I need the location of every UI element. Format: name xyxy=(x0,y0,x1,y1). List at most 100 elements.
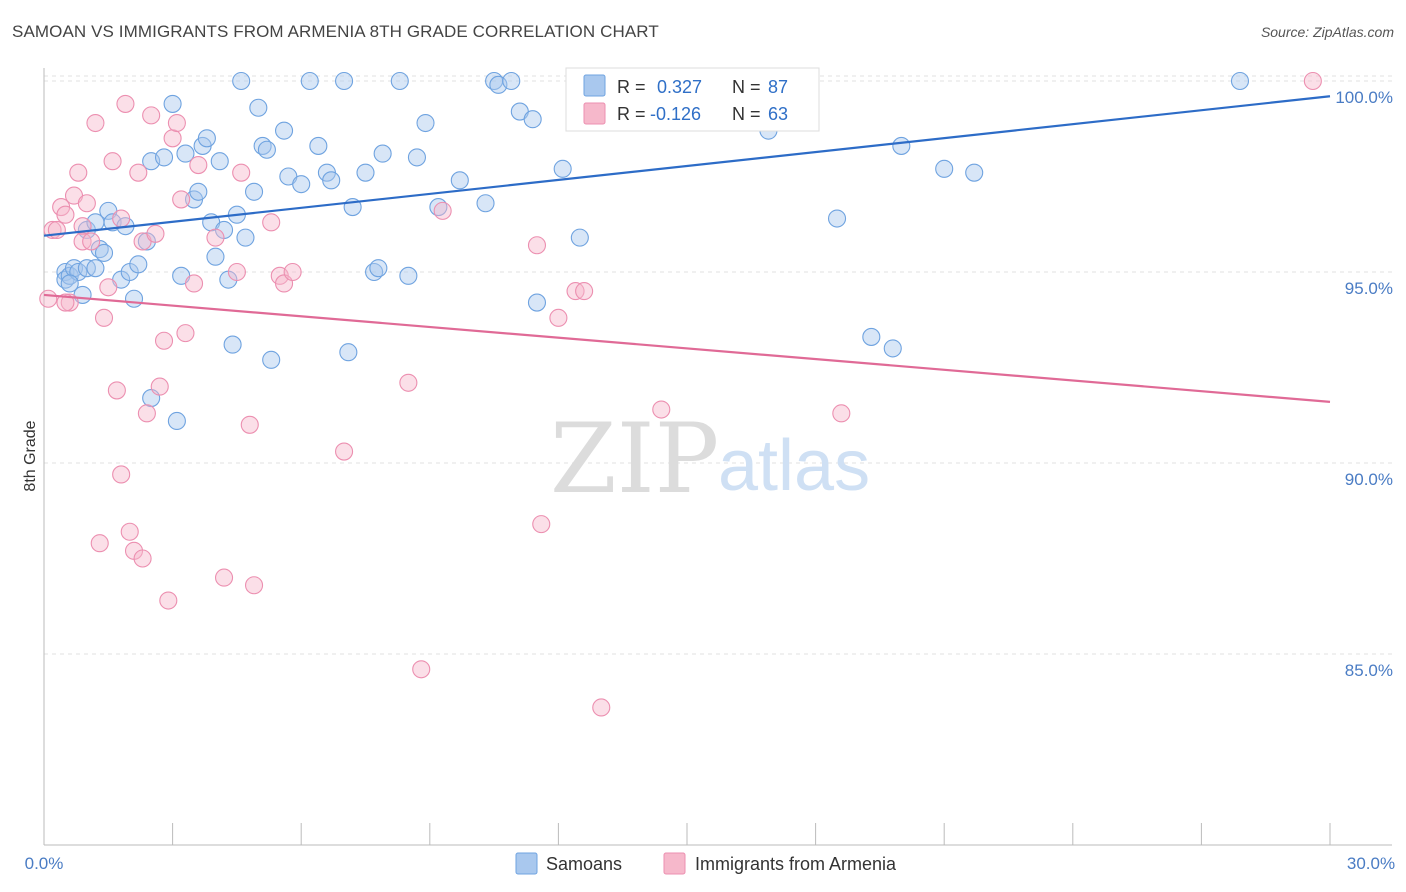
bottom-legend-label-armenia: Immigrants from Armenia xyxy=(695,854,897,874)
y-tick-label: 95.0% xyxy=(1345,279,1393,298)
point-samoans xyxy=(232,71,251,91)
point-armenia xyxy=(227,262,246,282)
legend-box: R = 0.327 N = 87 R = -0.126 N = 63 xyxy=(565,67,820,132)
point-samoans xyxy=(163,94,182,113)
point-samoans xyxy=(244,182,264,201)
point-samoans xyxy=(827,209,847,228)
point-armenia xyxy=(82,232,101,251)
point-samoans xyxy=(476,194,495,213)
watermark-zip: ZIP xyxy=(550,403,719,515)
point-armenia xyxy=(167,113,186,133)
point-armenia xyxy=(99,278,118,297)
point-armenia xyxy=(240,415,259,434)
point-armenia xyxy=(103,152,122,171)
y-tick-label: 90.0% xyxy=(1345,470,1393,489)
point-armenia xyxy=(112,209,131,228)
point-armenia xyxy=(154,331,174,350)
legend-r-label-armenia: R = xyxy=(617,104,646,124)
point-armenia xyxy=(142,106,161,125)
y-tick-labels: 100.0% 95.0% 90.0% 85.0% xyxy=(1335,88,1393,680)
point-samoans xyxy=(257,140,276,159)
point-samoans xyxy=(390,71,409,91)
point-samoans xyxy=(407,148,426,167)
point-samoans xyxy=(935,159,954,178)
point-samoans xyxy=(1230,71,1250,91)
point-armenia xyxy=(189,155,208,175)
legend-r-label-samoans: R = xyxy=(617,77,646,97)
point-armenia xyxy=(56,205,75,224)
point-armenia xyxy=(129,163,148,182)
point-samoans xyxy=(373,144,392,163)
point-armenia xyxy=(232,163,251,182)
point-samoans xyxy=(189,182,208,201)
y-tick-label: 100.0% xyxy=(1335,88,1393,107)
point-samoans xyxy=(275,121,294,140)
point-armenia xyxy=(206,228,225,247)
point-armenia xyxy=(433,201,452,220)
point-armenia xyxy=(1303,71,1322,91)
point-armenia xyxy=(56,293,75,312)
legend-n-label-armenia: N = xyxy=(732,104,761,124)
x-tick-label-max: 30.0% xyxy=(1347,854,1395,873)
point-armenia xyxy=(592,698,611,717)
point-armenia xyxy=(116,94,135,113)
point-armenia xyxy=(652,400,671,419)
point-armenia xyxy=(172,190,191,209)
x-tick-marks xyxy=(43,823,1331,845)
point-armenia xyxy=(163,129,182,148)
point-armenia xyxy=(150,377,169,396)
point-samoans xyxy=(262,350,281,369)
point-armenia xyxy=(77,194,96,213)
chart-title: SAMOAN VS IMMIGRANTS FROM ARMENIA 8TH GR… xyxy=(12,22,659,41)
point-armenia xyxy=(532,515,551,534)
point-armenia xyxy=(575,282,594,301)
point-samoans xyxy=(86,259,105,278)
point-samoans xyxy=(197,129,216,148)
point-armenia xyxy=(527,236,547,255)
point-samoans xyxy=(206,247,225,266)
watermark: ZIP atlas xyxy=(550,403,870,515)
x-tick-label-min: 0.0% xyxy=(25,854,64,873)
bottom-legend: Samoans Immigrants from Armenia xyxy=(515,852,897,875)
point-samoans xyxy=(223,335,242,354)
point-samoans xyxy=(369,259,388,278)
y-axis-label: 8th Grade xyxy=(22,420,39,491)
legend-r-value-samoans: 0.327 xyxy=(657,77,702,97)
point-samoans xyxy=(523,110,542,129)
point-armenia xyxy=(107,381,126,400)
point-armenia xyxy=(112,465,131,484)
legend-swatch-armenia xyxy=(583,102,606,125)
point-samoans xyxy=(450,171,469,190)
point-samoans xyxy=(553,159,572,178)
trend-lines xyxy=(43,95,1331,403)
point-samoans xyxy=(176,144,195,163)
point-samoans xyxy=(94,243,114,262)
point-armenia xyxy=(335,442,354,461)
legend-r-value-armenia: -0.126 xyxy=(650,104,701,124)
point-armenia xyxy=(262,213,281,232)
point-samoans xyxy=(167,411,186,431)
point-samoans xyxy=(322,171,341,190)
watermark-atlas: atlas xyxy=(718,426,870,506)
point-armenia xyxy=(94,308,114,327)
data-points xyxy=(39,71,1322,717)
point-samoans xyxy=(570,228,589,247)
point-samoans xyxy=(154,148,174,167)
point-samoans xyxy=(309,136,328,155)
point-armenia xyxy=(549,308,568,327)
point-armenia xyxy=(244,576,264,595)
point-armenia xyxy=(159,591,178,610)
bottom-legend-swatch-armenia xyxy=(663,852,686,875)
point-samoans xyxy=(249,98,268,117)
point-samoans xyxy=(399,266,418,285)
legend-n-label-samoans: N = xyxy=(732,77,761,97)
point-samoans xyxy=(502,71,521,91)
legend-swatch-samoans xyxy=(583,74,606,97)
point-samoans xyxy=(527,293,547,312)
point-armenia xyxy=(86,113,105,133)
point-armenia xyxy=(412,660,431,679)
bottom-legend-label-samoans: Samoans xyxy=(546,854,622,874)
point-armenia xyxy=(69,163,88,182)
point-samoans xyxy=(335,71,354,91)
point-armenia xyxy=(283,262,302,282)
